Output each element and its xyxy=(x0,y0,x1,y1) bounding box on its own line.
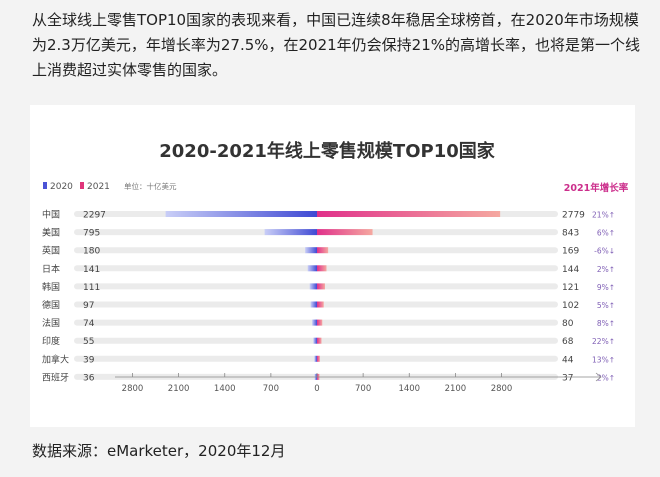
bar-2021 xyxy=(317,337,322,344)
x-tick-label: 1400 xyxy=(398,384,420,394)
growth-rate-label: 13%↑ xyxy=(592,355,615,364)
growth-rate-label: 6%↑ xyxy=(597,229,615,238)
bar-2020 xyxy=(312,319,317,326)
legend-label-2021: 2021 xyxy=(87,182,110,192)
bar-2021 xyxy=(317,211,501,217)
bar-2020 xyxy=(314,355,317,362)
value-2021-label: 80 xyxy=(562,319,574,329)
chart-svg: 2020-2021年线上零售规模TOP10国家 2020 2021 单位：十亿美… xyxy=(42,140,629,394)
bar-2021 xyxy=(317,319,323,326)
bar-2020 xyxy=(307,265,317,272)
country-label: 日本 xyxy=(42,263,60,275)
bar-2021 xyxy=(317,355,320,362)
country-label: 加拿大 xyxy=(42,353,69,365)
country-label: 美国 xyxy=(42,227,60,239)
x-axis-arrow xyxy=(595,372,602,382)
country-label: 中国 xyxy=(42,209,60,221)
x-tick-label: 1400 xyxy=(214,384,236,394)
value-2020-label: 180 xyxy=(83,247,100,257)
unit-label: 单位：十亿美元 xyxy=(124,181,177,191)
x-tick-label: 700 xyxy=(355,384,371,394)
bar-2020 xyxy=(310,301,317,308)
value-2021-label: 843 xyxy=(562,229,579,239)
bar-2020 xyxy=(313,337,317,344)
value-2021-label: 144 xyxy=(562,265,579,275)
country-label: 德国 xyxy=(42,299,60,311)
country-label: 西班牙 xyxy=(42,371,69,383)
x-tick-label: 2100 xyxy=(168,384,190,394)
country-label: 法国 xyxy=(42,317,60,329)
country-label: 英国 xyxy=(42,245,60,257)
growth-rate-label: 8%↑ xyxy=(597,319,615,328)
value-2021-label: 37 xyxy=(562,373,573,383)
growth-rate-label: 5%↑ xyxy=(597,301,615,310)
growth-rate-label: 9%↑ xyxy=(597,283,615,292)
value-2021-label: 44 xyxy=(562,355,574,365)
x-tick-label: 2800 xyxy=(491,384,513,394)
bar-2020 xyxy=(309,283,317,290)
bar-2020 xyxy=(165,211,317,217)
legend-label-2020: 2020 xyxy=(50,182,73,192)
x-tick-label: 2800 xyxy=(122,384,144,394)
growth-rate-label: 21%↑ xyxy=(592,211,615,220)
legend-swatch-2020 xyxy=(43,182,47,189)
chart-title: 2020-2021年线上零售规模TOP10国家 xyxy=(159,140,495,162)
value-2020-label: 39 xyxy=(83,355,95,365)
bar-2020 xyxy=(305,247,317,254)
growth-rate-label: 2%↑ xyxy=(597,373,615,382)
bar-2021 xyxy=(317,265,327,272)
growth-rate-label: 2%↑ xyxy=(597,265,615,274)
value-2020-label: 74 xyxy=(83,319,95,329)
growth-header: 2021年增长率 xyxy=(564,182,629,194)
bar-2020 xyxy=(264,229,317,236)
value-2020-label: 55 xyxy=(83,337,94,347)
value-2020-label: 111 xyxy=(83,283,100,293)
country-label: 印度 xyxy=(42,335,60,347)
value-2021-label: 121 xyxy=(562,283,579,293)
x-tick-label: 2100 xyxy=(445,384,467,394)
chart-card: 2020-2021年线上零售规模TOP10国家 2020 2021 单位：十亿美… xyxy=(30,105,635,427)
bar-2021 xyxy=(317,229,373,236)
chart-rows: 中国 2297 2779 21%↑ 美国 795 843 6%↑ 英国 180 169 -6%↓ 日本 1… xyxy=(42,209,615,384)
value-2021-label: 169 xyxy=(562,247,579,257)
value-2021-label: 2779 xyxy=(562,211,585,221)
value-2020-label: 795 xyxy=(83,229,100,239)
legend-swatch-2021 xyxy=(80,182,84,189)
value-2020-label: 97 xyxy=(83,301,94,311)
value-2021-label: 102 xyxy=(562,301,579,311)
value-2020-label: 141 xyxy=(83,265,100,275)
x-axis-ticks: 2800 2100 1400 700 0 700 1400 2100 2800 xyxy=(122,373,513,394)
bar-2021 xyxy=(317,301,324,308)
x-tick-label: 700 xyxy=(263,384,279,394)
value-2020-label: 36 xyxy=(83,373,95,383)
bar-2021 xyxy=(317,247,329,254)
x-tick-label: 0 xyxy=(314,384,319,394)
bar-2021 xyxy=(317,283,325,290)
value-2020-label: 2297 xyxy=(83,211,106,221)
value-2021-label: 68 xyxy=(562,337,574,347)
country-label: 韩国 xyxy=(42,281,60,293)
growth-rate-label: 22%↑ xyxy=(592,337,615,346)
growth-rate-label: -6%↓ xyxy=(594,247,615,256)
source-note: 数据来源：eMarketer，2020年12月 xyxy=(32,442,286,460)
intro-paragraph: 从全球线上零售TOP10国家的表现来看，中国已连续8年稳居全球榜首，在2020年… xyxy=(32,11,641,79)
